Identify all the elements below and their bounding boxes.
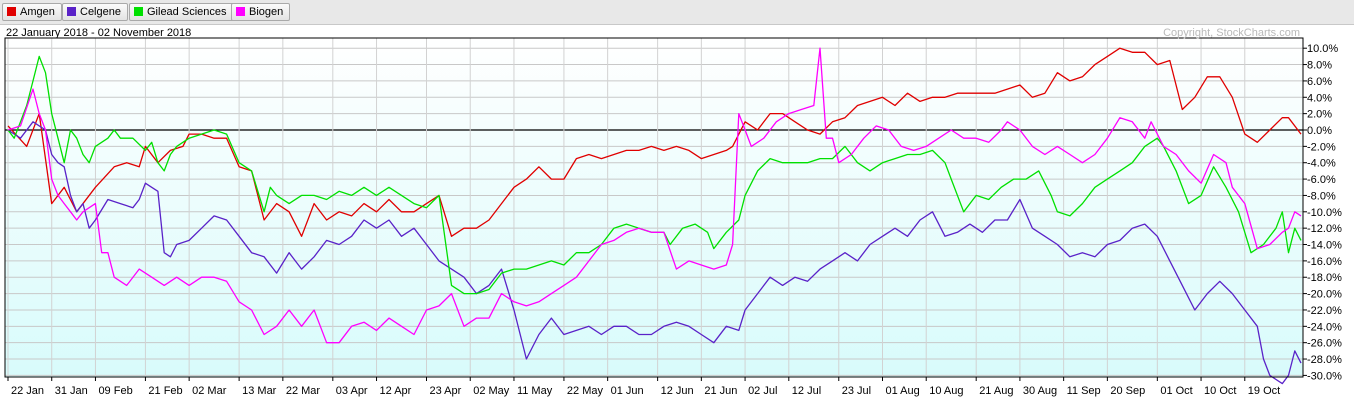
legend-label: Biogen [249, 6, 284, 18]
legend-item-biogen[interactable]: Biogen [231, 3, 291, 21]
y-tick-label: 8.0% [1307, 60, 1332, 72]
y-tick-label: 6.0% [1307, 76, 1332, 88]
y-tick-label: -8.0% [1307, 190, 1336, 202]
y-tick-label: -20.0% [1307, 289, 1342, 301]
y-tick-label: -10.0% [1307, 207, 1342, 219]
amgen-swatch-icon [7, 7, 16, 16]
x-tick-label: 09 Feb [98, 385, 132, 397]
series-line-celgene [7, 121, 1302, 385]
y-tick-label: 4.0% [1307, 92, 1332, 104]
legend-label: Amgen [20, 6, 55, 18]
axes: 10.0% 8.0% 6.0% 4.0% 2.0% 0.0% -2.0% -4.0% -6.0%… [4, 37, 1342, 397]
x-tick-label: 02 May [473, 385, 510, 397]
x-tick-label: 03 Apr [336, 385, 368, 397]
celgene-swatch-icon [67, 7, 76, 16]
y-tick-label: -2.0% [1307, 141, 1336, 153]
y-tick-label: -12.0% [1307, 223, 1342, 235]
y-tick-label: -16.0% [1307, 256, 1342, 268]
y-tick-label: -22.0% [1307, 305, 1342, 317]
gilead-swatch-icon [134, 7, 143, 16]
legend-label: Gilead Sciences [147, 6, 227, 18]
legend-item-amgen[interactable]: Amgen [2, 3, 62, 21]
date-range: 22 January 2018 - 02 November 2018 [6, 27, 192, 39]
series-line-gilead-sciences [7, 55, 1302, 295]
series-line-amgen [7, 47, 1302, 237]
series-lines [7, 47, 1302, 385]
y-tick-label: 0.0% [1307, 125, 1332, 137]
x-tick-label: 12 Apr [380, 385, 412, 397]
x-tick-label: 20 Sep [1110, 385, 1145, 397]
x-tick-label: 11 Sep [1067, 385, 1101, 397]
x-tick-label: 01 Oct [1160, 385, 1192, 397]
x-tick-label: 02 Mar [192, 385, 227, 397]
y-tick-label: -26.0% [1307, 338, 1342, 350]
x-tick-label: 11 May [517, 385, 553, 397]
x-tick-label: 21 Aug [979, 385, 1013, 397]
legend-item-gilead[interactable]: Gilead Sciences [129, 3, 234, 21]
legend-item-celgene[interactable]: Celgene [62, 3, 128, 21]
y-tick-label: -14.0% [1307, 240, 1342, 252]
plot-frame [4, 37, 1304, 378]
x-tick-label: 10 Oct [1204, 385, 1236, 397]
y-tick-label: -4.0% [1307, 158, 1336, 170]
x-tick-label: 01 Jun [611, 385, 644, 397]
legend-label: Celgene [80, 6, 121, 18]
x-tick-label: 22 May [567, 385, 604, 397]
y-tick-label: -28.0% [1307, 354, 1342, 366]
x-tick-label: 23 Jul [842, 385, 871, 397]
x-tick-label: 12 Jul [792, 385, 821, 397]
grid [5, 38, 1303, 377]
x-tick-label: 30 Aug [1023, 385, 1057, 397]
biogen-swatch-icon [236, 7, 245, 16]
x-tick-label: 23 Apr [430, 385, 462, 397]
legend-bar: Amgen Celgene Gilead Sciences Biogen [0, 0, 1354, 25]
series-line-biogen [7, 47, 1302, 344]
x-tick-label: 02 Jul [748, 385, 777, 397]
y-tick-label: -18.0% [1307, 272, 1342, 284]
x-tick-label: 22 Jan [11, 385, 44, 397]
x-tick-label: 13 Mar [242, 385, 277, 397]
x-tick-label: 21 Feb [148, 385, 182, 397]
x-tick-label: 10 Aug [929, 385, 963, 397]
x-tick-label: 19 Oct [1248, 385, 1280, 397]
copyright: Copyright, StockCharts.com [1163, 27, 1300, 39]
x-tick-label: 12 Jun [661, 385, 694, 397]
x-tick-label: 31 Jan [55, 385, 88, 397]
y-tick-label: 10.0% [1307, 43, 1338, 55]
y-tick-label: -24.0% [1307, 321, 1342, 333]
x-tick-label: 21 Jun [704, 385, 737, 397]
x-tick-label: 22 Mar [286, 385, 321, 397]
x-tick-label: 01 Aug [885, 385, 919, 397]
plot-background [5, 38, 1303, 377]
y-tick-label: -6.0% [1307, 174, 1336, 186]
y-tick-label: -30.0% [1307, 370, 1342, 382]
y-tick-label: 2.0% [1307, 109, 1332, 121]
